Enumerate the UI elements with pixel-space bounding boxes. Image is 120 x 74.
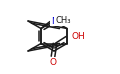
Text: O: O bbox=[50, 58, 57, 67]
Text: OH: OH bbox=[71, 32, 85, 41]
Text: N: N bbox=[51, 17, 57, 26]
Text: CH₃: CH₃ bbox=[55, 16, 71, 25]
